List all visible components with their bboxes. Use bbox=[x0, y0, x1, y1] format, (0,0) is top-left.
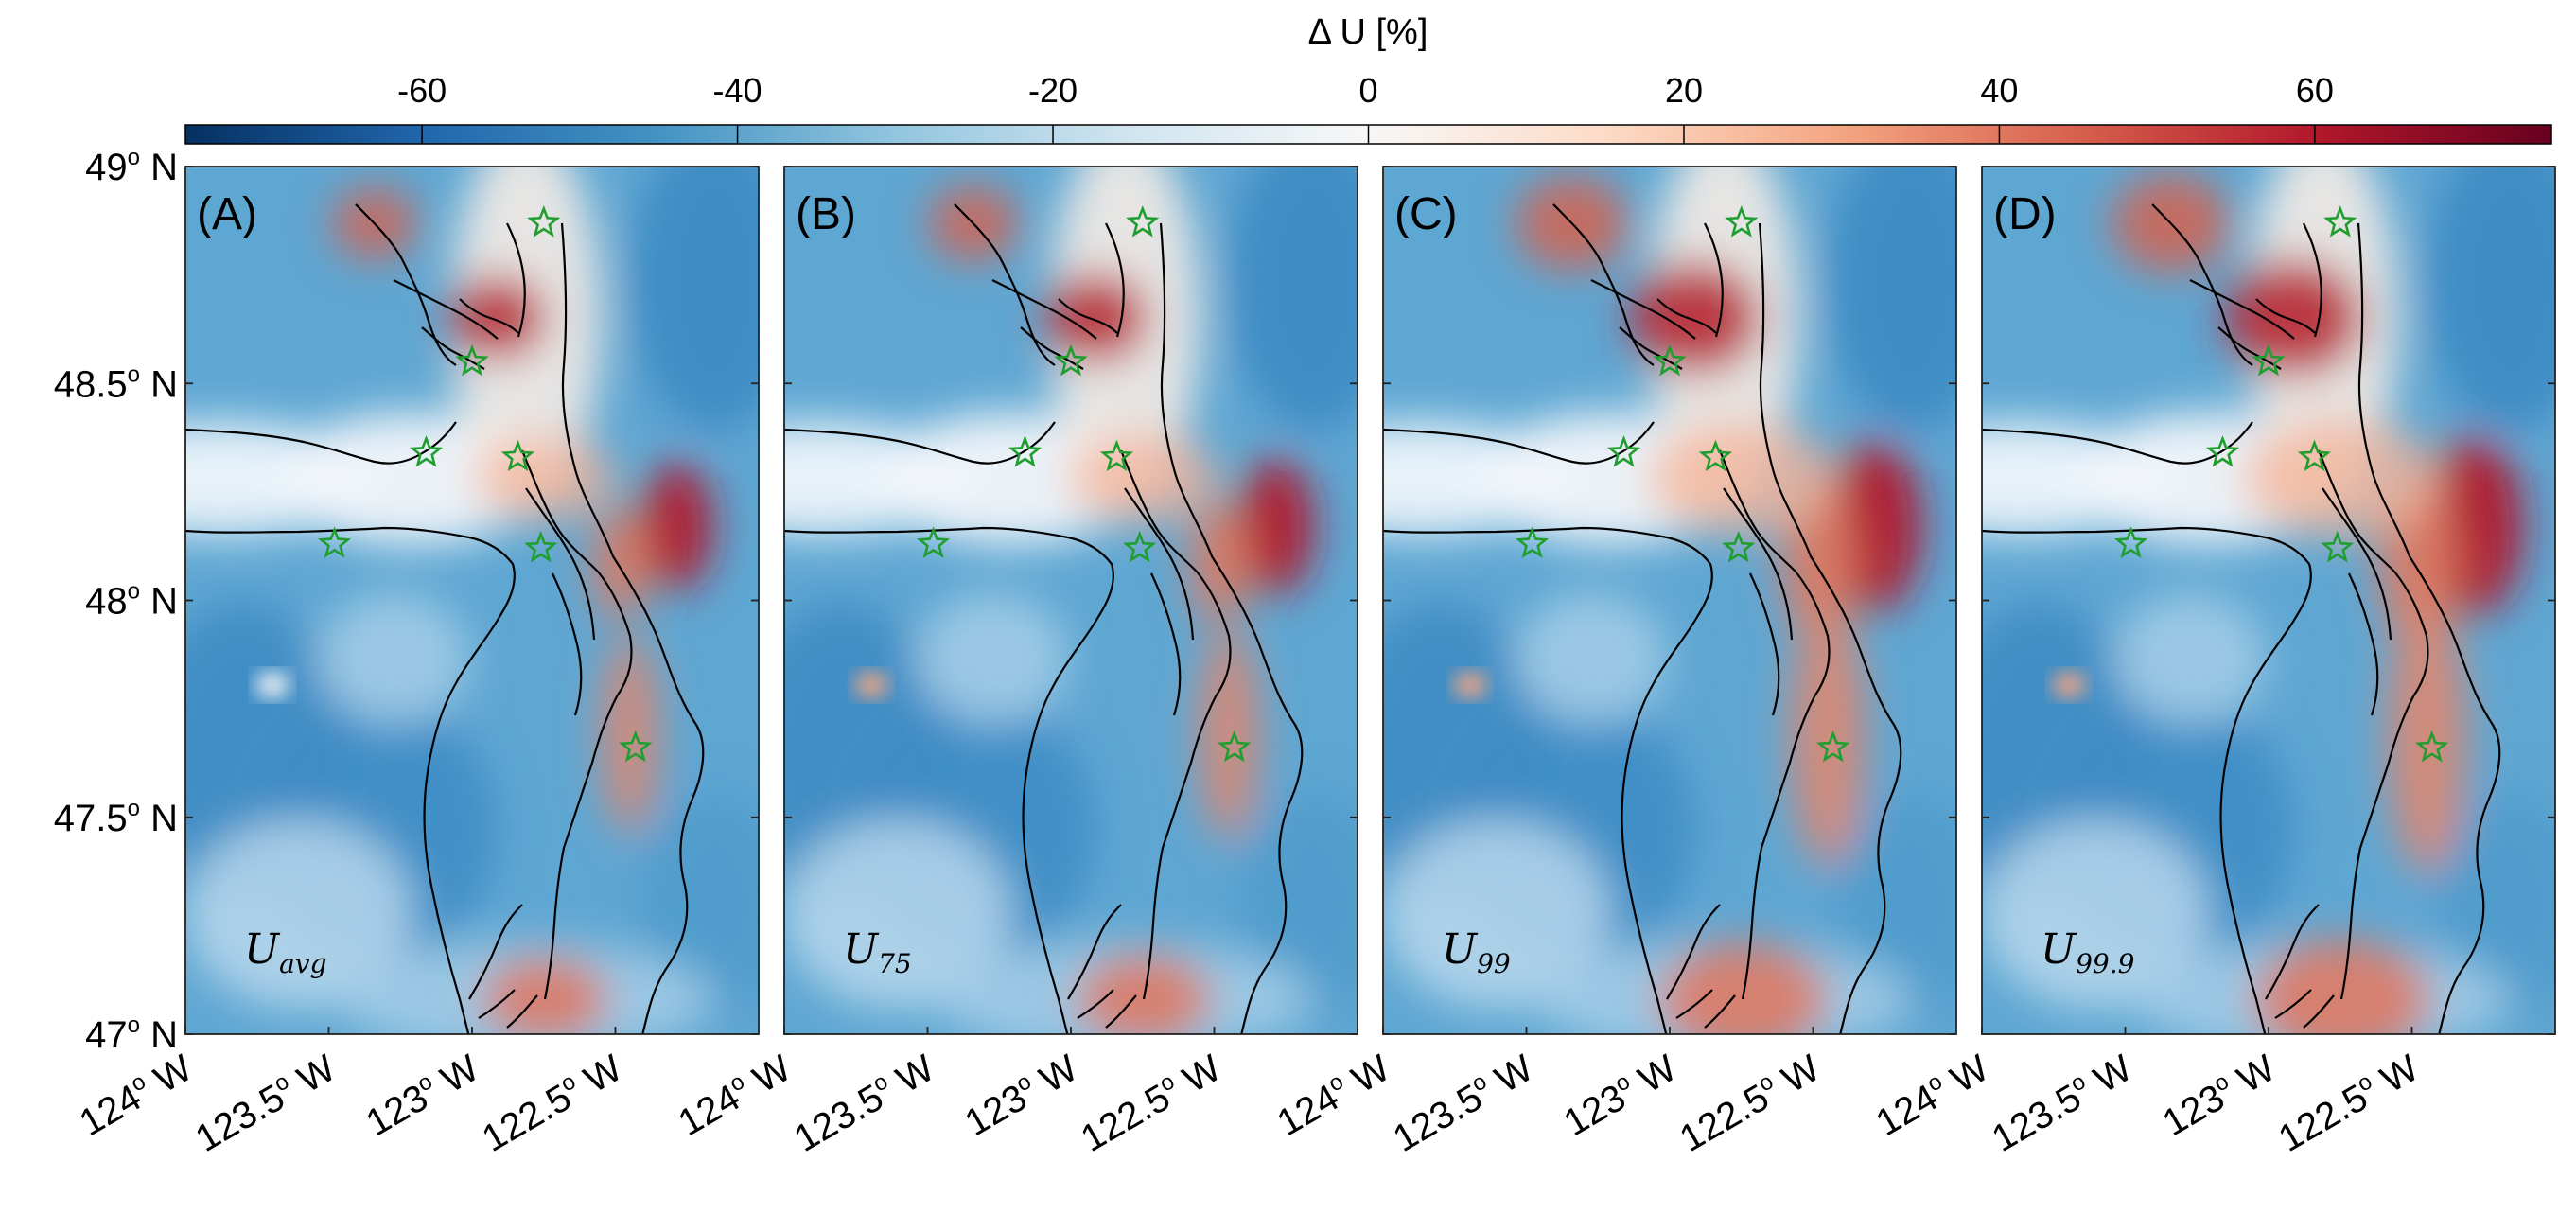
station-star-icon bbox=[1725, 205, 1759, 238]
longitude-label: 123o W bbox=[2155, 1046, 2283, 1144]
colorbar-ticks: -60 -40 -20 0 20 40 60 bbox=[397, 71, 2334, 144]
colorbar-tick-label: 20 bbox=[1665, 71, 1703, 110]
station-star-icon bbox=[409, 435, 444, 467]
quantity-label: U99 bbox=[1442, 925, 1511, 979]
colorbar-tick-label: 40 bbox=[1980, 71, 2018, 110]
station-star-icon bbox=[2323, 205, 2357, 238]
station-star-icon bbox=[1054, 343, 1088, 377]
station-star-icon bbox=[1123, 530, 1157, 563]
station-star-icon bbox=[1816, 730, 1850, 763]
station-star-icon bbox=[619, 730, 653, 763]
longitude-label: 124o W bbox=[671, 1046, 798, 1144]
latitude-label: 48.5o N bbox=[54, 361, 178, 405]
map-panel: (D) U99.9 bbox=[1981, 166, 2556, 1035]
colorbar-tick-label: -60 bbox=[397, 71, 447, 110]
panel-label: (D) bbox=[1993, 189, 2057, 239]
colorbar-tick-label: 60 bbox=[2296, 71, 2334, 110]
panel-label: (C) bbox=[1394, 189, 1458, 239]
longitude-label: 123.5o W bbox=[1984, 1046, 2139, 1160]
station-star-icon bbox=[2415, 730, 2449, 763]
panel-label: (A) bbox=[197, 189, 257, 239]
map-panel: (C) U99 bbox=[1382, 166, 1957, 1035]
colorbar-tick-label: -40 bbox=[713, 71, 762, 110]
station-star-icon bbox=[1653, 343, 1687, 377]
colorbar-title: Δ U [%] bbox=[1308, 12, 1428, 52]
panel-label: (B) bbox=[796, 189, 856, 239]
station-star-icon bbox=[2205, 435, 2240, 467]
longitude-label: 123.5o W bbox=[187, 1046, 342, 1160]
station-star-icon bbox=[2252, 343, 2286, 377]
quantity-label: Uavg bbox=[244, 925, 327, 979]
longitude-label: 123o W bbox=[957, 1046, 1085, 1144]
longitude-label: 122.5o W bbox=[1073, 1046, 1228, 1160]
quantity-label: U75 bbox=[843, 925, 912, 979]
station-star-icon bbox=[500, 439, 535, 472]
longitude-label: 123o W bbox=[1556, 1046, 1684, 1144]
station-star-icon bbox=[2321, 530, 2355, 563]
station-star-icon bbox=[1722, 530, 1756, 563]
station-star-icon bbox=[916, 526, 951, 558]
quantity-label: U99.9 bbox=[2041, 925, 2134, 979]
station-star-icon bbox=[1126, 205, 1160, 238]
latitude-label: 47o N bbox=[85, 1012, 178, 1056]
longitude-label: 124o W bbox=[1270, 1046, 1397, 1144]
station-star-icon bbox=[1606, 435, 1641, 467]
longitude-label: 122.5o W bbox=[1672, 1046, 1827, 1160]
colorbar-tick-label: 0 bbox=[1358, 71, 1377, 110]
station-star-icon bbox=[1099, 439, 1134, 472]
station-star-icon bbox=[1218, 730, 1252, 763]
longitude-label: 122.5o W bbox=[474, 1046, 629, 1160]
map-panel: (A) Uavg bbox=[184, 166, 760, 1035]
station-star-icon bbox=[527, 205, 561, 238]
station-star-icon bbox=[1008, 435, 1043, 467]
longitude-label: 124o W bbox=[1868, 1046, 1996, 1144]
latitude-label: 47.5o N bbox=[54, 796, 178, 839]
latitude-labels: 49o N 48.5o N 48o N 47.5o N 47o N bbox=[54, 145, 178, 1056]
station-star-icon bbox=[2113, 526, 2148, 558]
station-star-icon bbox=[455, 343, 489, 377]
longitude-label: 123.5o W bbox=[786, 1046, 941, 1160]
longitude-label: 123.5o W bbox=[1385, 1046, 1540, 1160]
latitude-label: 48o N bbox=[85, 579, 178, 623]
longitude-label: 123o W bbox=[359, 1046, 486, 1144]
station-star-icon bbox=[524, 530, 558, 563]
colorbar-tick-label: -20 bbox=[1028, 71, 1078, 110]
map-panel: (B) U75 bbox=[783, 166, 1358, 1035]
latitude-label: 49o N bbox=[85, 145, 178, 188]
station-star-icon bbox=[1515, 526, 1550, 558]
station-star-icon bbox=[2297, 439, 2332, 472]
longitude-label: 124o W bbox=[72, 1046, 200, 1144]
station-star-icon bbox=[317, 526, 352, 558]
longitude-label: 122.5o W bbox=[2270, 1046, 2426, 1160]
station-star-icon bbox=[1698, 439, 1733, 472]
